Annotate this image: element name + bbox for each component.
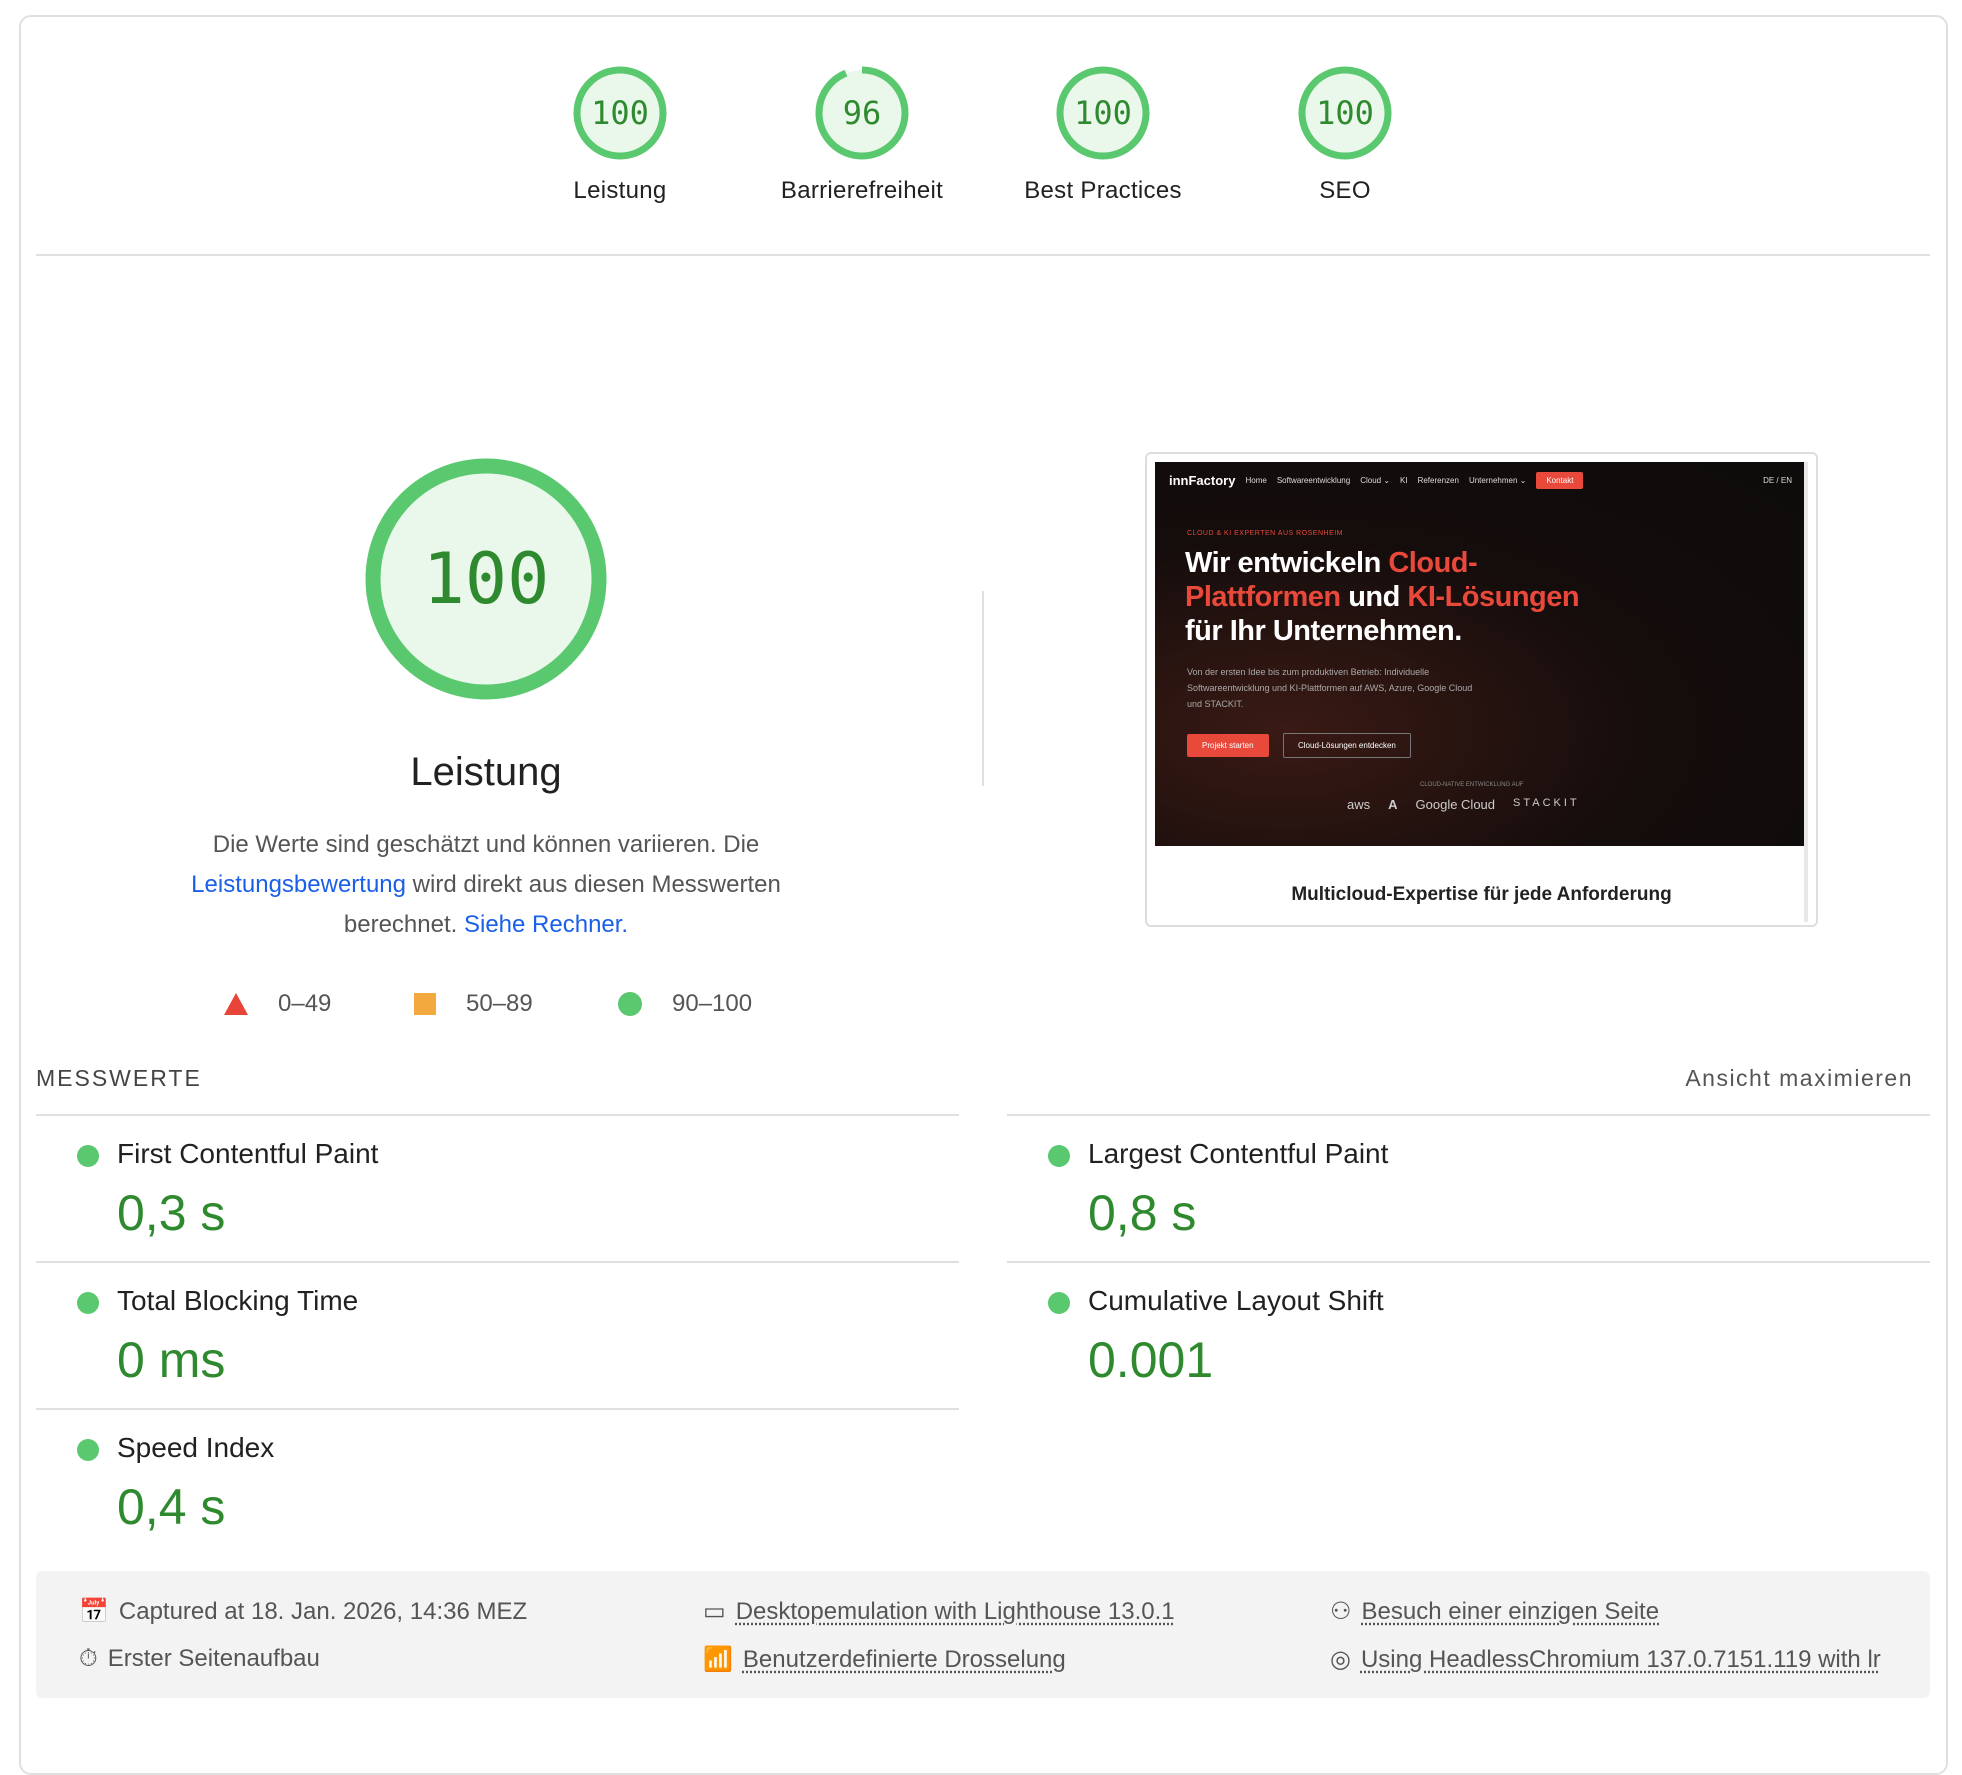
stopwatch-icon: ⏱	[79, 1645, 98, 1672]
metric-title: First Contentful Paint	[117, 1138, 379, 1169]
screenshot-caption: Multicloud-Expertise für jede Anforderun…	[1291, 884, 1672, 905]
hero-button-primary: Projekt starten	[1187, 734, 1269, 757]
nav-item: KI	[1400, 476, 1408, 485]
screenshot-nav: innFactory Home Softwareentwicklung Clou…	[1169, 472, 1792, 489]
emulation-info[interactable]: ▭ Desktopemulation with Lighthouse 13.0.1	[703, 1597, 1175, 1626]
hero-heading: Wir entwickeln Cloud- Plattformen und KI-…	[1185, 547, 1580, 647]
gauge-label: SEO	[1319, 177, 1371, 204]
hero-button-secondary: Cloud-Lösungen entdecken	[1283, 733, 1411, 758]
metric-title: Cumulative Layout Shift	[1088, 1285, 1384, 1316]
calendar-icon: 📅	[79, 1598, 109, 1625]
svg-text:96: 96	[843, 94, 882, 132]
gauge-arc	[573, 66, 667, 160]
language-switch: DE / EN	[1763, 476, 1792, 485]
captured-at: 📅 Captured at 18. Jan. 2026, 14:36 MEZ	[79, 1597, 528, 1626]
gauge-label: Barrierefreiheit	[780, 177, 944, 204]
calculator-link[interactable]: Siehe Rechner.	[463, 911, 629, 938]
session-info[interactable]: ⚇ Besuch einer einzigen Seite	[1330, 1597, 1660, 1626]
metric-title: Total Blocking Time	[117, 1285, 359, 1316]
gauge-arc	[1298, 66, 1392, 160]
gauge-arc	[1056, 66, 1150, 160]
gauge-best-practices[interactable]: 100 Best Practices	[1003, 63, 1203, 205]
nav-item: Softwareentwicklung	[1276, 476, 1351, 485]
hero-subtitle: Von der ersten Idee bis zum produktiven …	[1187, 667, 1473, 709]
metric-value: 0,3 s	[117, 1185, 226, 1241]
performance-gauge-large: 100	[365, 458, 607, 700]
gauge-arc	[365, 458, 607, 700]
runtime-settings: 📅 Captured at 18. Jan. 2026, 14:36 MEZ ⏱ E…	[36, 1571, 1930, 1698]
metric-value: 0,4 s	[117, 1479, 226, 1535]
square-icon	[414, 993, 436, 1015]
pass-icon	[1048, 1145, 1070, 1167]
performance-title: Leistung	[410, 750, 562, 794]
triangle-icon	[224, 993, 248, 1015]
metric-title: Speed Index	[117, 1432, 275, 1463]
legend-fail: 0–49	[224, 990, 331, 1018]
signal-icon: 📶	[703, 1646, 733, 1673]
final-screenshot[interactable]: innFactory Home Softwareentwicklung Clou…	[1145, 452, 1818, 927]
gauge-performance[interactable]: 100 Leistung	[520, 63, 720, 205]
platforms-label: CLOUD-NATIVE ENTWICKLUNG AUF	[1420, 782, 1524, 788]
scrollbar	[1804, 462, 1808, 922]
gauge-seo[interactable]: 100 SEO	[1245, 63, 1445, 205]
legend-pass: 90–100	[618, 990, 752, 1018]
svg-text:100: 100	[1316, 94, 1374, 132]
svg-text:100: 100	[423, 538, 549, 620]
vertical-divider	[982, 591, 984, 786]
throttling-info[interactable]: 📶 Benutzerdefinierte Drosselung	[703, 1645, 1066, 1674]
divider	[36, 254, 1930, 256]
expand-view-toggle[interactable]: Ansicht maximieren	[1685, 1065, 1913, 1091]
users-icon: ⚇	[1330, 1598, 1352, 1625]
metric-value: 0,8 s	[1088, 1185, 1197, 1241]
metric-tbt: Total Blocking Time 0 ms	[36, 1261, 959, 1408]
metric-speed-index: Speed Index 0,4 s	[36, 1408, 959, 1555]
gauge-label: Best Practices	[1024, 177, 1182, 204]
nav-item: Referenzen	[1417, 476, 1459, 485]
metric-value: 0 ms	[117, 1332, 226, 1388]
metric-fcp: First Contentful Paint 0,3 s	[36, 1114, 959, 1261]
svg-text:100: 100	[591, 94, 649, 132]
devices-icon: ▭	[703, 1598, 726, 1625]
nav-item: Cloud ⌄	[1360, 476, 1391, 485]
legend-average: 50–89	[414, 990, 533, 1018]
pass-icon	[77, 1145, 99, 1167]
pass-icon	[77, 1439, 99, 1461]
gauge-ring: 100	[573, 66, 667, 160]
pass-icon	[77, 1292, 99, 1314]
screenshot-hero: innFactory Home Softwareentwicklung Clou…	[1155, 462, 1806, 846]
metric-value: 0.001	[1088, 1332, 1214, 1388]
scoring-link[interactable]: Leistungsbewertung	[191, 871, 406, 898]
nav-item: Unternehmen ⌄	[1468, 476, 1527, 485]
browser-info[interactable]: ◎ Using HeadlessChromium 137.0.7151.119 w…	[1330, 1645, 1881, 1674]
navigation-type: ⏱ Erster Seitenaufbau	[79, 1645, 320, 1672]
chrome-icon: ◎	[1330, 1646, 1351, 1673]
gauge-accessibility[interactable]: 96 Barrierefreiheit	[762, 63, 962, 205]
metric-lcp: Largest Contentful Paint 0,8 s	[1007, 1114, 1930, 1261]
gauge-label: Leistung	[573, 177, 667, 204]
eyebrow: CLOUD & KI EXPERTEN AUS ROSENHEIM	[1187, 530, 1344, 537]
gauge-ring: 100	[1056, 66, 1150, 160]
nav-item: Home	[1245, 476, 1267, 485]
performance-description: Die Werte sind geschätzt und können vari…	[191, 831, 781, 938]
pass-icon	[1048, 1292, 1070, 1314]
platform-logos: aws A Google Cloud STACKIT	[1347, 797, 1580, 812]
gauge-ring: 96	[815, 66, 909, 160]
circle-icon	[618, 992, 642, 1016]
contact-button: Kontakt	[1536, 472, 1584, 489]
gauge-arc	[815, 66, 909, 160]
metric-cls: Cumulative Layout Shift 0.001	[1007, 1261, 1930, 1408]
svg-text:100: 100	[1074, 94, 1132, 132]
metrics-header: MESSWERTE	[36, 1065, 202, 1091]
logo: innFactory	[1169, 473, 1236, 488]
metric-title: Largest Contentful Paint	[1088, 1138, 1389, 1169]
gauge-ring: 100	[1298, 66, 1392, 160]
